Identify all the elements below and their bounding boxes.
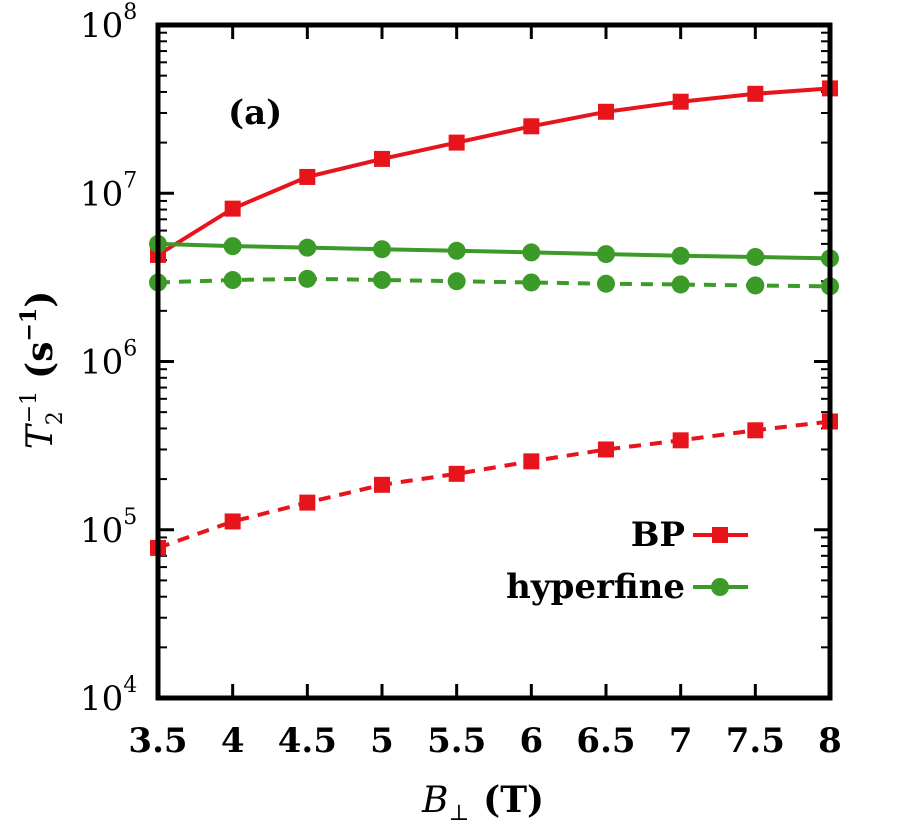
y-axis-subscript: 2 <box>43 411 68 425</box>
data-point <box>374 150 390 167</box>
legend: BP hyperfine <box>506 515 748 607</box>
data-point <box>447 272 466 291</box>
y-tick-exponent: 7 <box>123 168 137 193</box>
data-point <box>373 271 391 290</box>
x-tick-label: 5 <box>370 721 394 761</box>
x-tick-label: 3.5 <box>128 721 187 761</box>
series-line <box>157 419 831 550</box>
data-point <box>522 273 541 292</box>
data-point <box>747 422 764 439</box>
x-tick-label: 6 <box>519 721 543 761</box>
x-axis-subscript: ⊥ <box>448 801 469 826</box>
legend-label: BP <box>631 515 685 555</box>
panel-label: (a) <box>228 93 282 133</box>
x-tick-label: 5.5 <box>427 721 486 761</box>
data-point <box>298 269 317 288</box>
data-point <box>672 93 689 110</box>
x-tick-label: 7 <box>669 721 693 761</box>
data-point <box>746 247 765 266</box>
legend-item: BP <box>631 515 748 555</box>
y-tick-base: 10 <box>80 343 123 383</box>
data-point <box>223 237 242 256</box>
data-point <box>523 118 540 135</box>
y-axis-unit-open: (s <box>19 342 61 379</box>
data-point <box>224 513 241 530</box>
y-tick-label: 107 <box>80 168 137 214</box>
data-point <box>746 276 765 295</box>
legend-item: hyperfine <box>506 567 748 607</box>
data-point <box>671 275 690 294</box>
series-bp-solid <box>150 80 838 263</box>
y-tick-label: 106 <box>80 337 137 383</box>
data-point <box>298 238 317 257</box>
y-axis-title: T2−1(s−1) <box>16 291 68 450</box>
x-tick-label: 4 <box>221 721 245 761</box>
y-tick-exponent: 6 <box>123 337 137 362</box>
y-axis-unit-sup: −1 <box>16 308 42 342</box>
data-point <box>447 241 466 260</box>
x-tick-label: 6.5 <box>576 721 635 761</box>
data-point <box>598 441 614 458</box>
y-axis-unit-close: ) <box>19 291 61 308</box>
series-hyperfine-dashed <box>149 269 839 296</box>
y-axis-symbol: T <box>20 422 61 449</box>
data-point <box>597 274 615 293</box>
data-point <box>523 453 540 470</box>
data-point <box>598 103 614 120</box>
y-tick-base: 10 <box>80 511 123 551</box>
y-tick-exponent: 8 <box>123 0 137 25</box>
legend-marker <box>712 527 728 543</box>
data-point <box>747 85 764 102</box>
data-point <box>224 200 241 217</box>
legend-marker <box>711 578 729 596</box>
y-tick-base: 10 <box>80 174 123 214</box>
data-point <box>522 243 541 262</box>
y-tick-label: 105 <box>80 505 137 551</box>
legend-label: hyperfine <box>506 567 685 607</box>
y-tick-base: 10 <box>80 6 123 46</box>
data-point <box>448 465 465 482</box>
x-tick-label: 8 <box>818 721 842 761</box>
x-tick-label: 7.5 <box>726 721 785 761</box>
plot-frame <box>155 22 833 701</box>
series-hyperfine-solid <box>149 234 839 268</box>
y-tick-exponent: 5 <box>123 505 137 530</box>
data-point <box>373 240 391 259</box>
plot-series <box>149 80 839 556</box>
x-axis-symbol: B <box>421 780 448 821</box>
x-tick-labels: 3.5 4 4.5 5 5.5 6 6.5 7 7.5 8 <box>128 721 841 761</box>
series-bp-dashed <box>150 413 838 556</box>
data-point <box>671 246 690 265</box>
series-line <box>156 86 831 257</box>
y-tick-exponent: 4 <box>123 673 137 698</box>
y-tick-label: 108 <box>80 0 137 46</box>
y-axis-superscript: −1 <box>17 391 42 423</box>
data-point <box>299 494 316 511</box>
x-axis-title: B⊥ (T) <box>421 779 544 826</box>
data-point <box>672 432 689 449</box>
data-point <box>299 168 316 185</box>
series-line <box>157 276 831 289</box>
y-tick-label: 104 <box>80 673 137 719</box>
data-point <box>597 245 615 264</box>
series-line <box>157 241 831 261</box>
y-tick-base: 10 <box>80 679 123 719</box>
data-point <box>223 271 242 290</box>
data-point <box>374 476 390 493</box>
data-point <box>448 134 465 151</box>
x-axis-unit: (T) <box>483 779 544 821</box>
x-tick-label: 4.5 <box>278 721 337 761</box>
